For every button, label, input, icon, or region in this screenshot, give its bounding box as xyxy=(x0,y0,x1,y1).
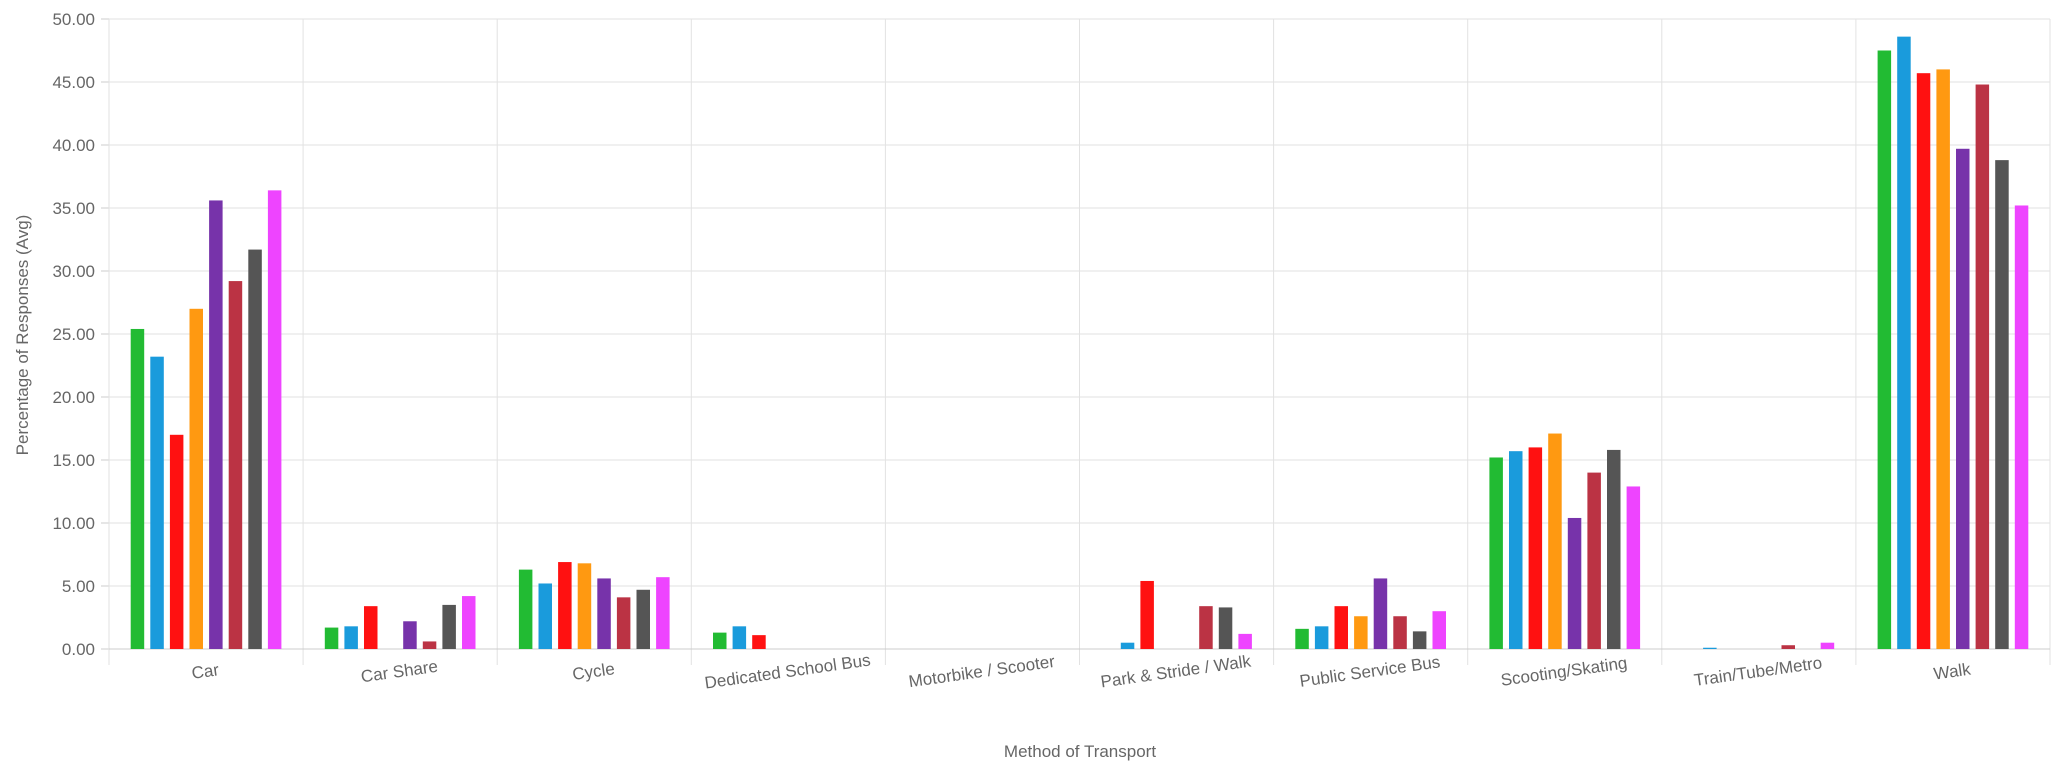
x-tick-label: Car xyxy=(190,660,220,683)
bar[interactable] xyxy=(1140,580,1154,649)
bar[interactable] xyxy=(1877,50,1892,650)
y-tick-label: 0.00 xyxy=(62,640,95,659)
bar[interactable] xyxy=(1626,486,1641,649)
x-tick-label: Public Service Bus xyxy=(1298,652,1441,691)
bar[interactable] xyxy=(1238,633,1252,649)
x-tick-label: Car Share xyxy=(360,657,439,687)
y-tick-label: 40.00 xyxy=(52,136,95,155)
x-tick-label: Walk xyxy=(1932,659,1972,683)
y-tick-label: 30.00 xyxy=(52,262,95,281)
bar[interactable] xyxy=(1936,69,1950,649)
bar[interactable] xyxy=(1373,578,1388,649)
bar[interactable] xyxy=(209,200,223,649)
bar[interactable] xyxy=(1567,517,1582,649)
bar[interactable] xyxy=(150,356,164,649)
bar[interactable] xyxy=(1607,449,1621,649)
bar[interactable] xyxy=(422,641,437,649)
bar[interactable] xyxy=(1412,631,1427,649)
x-tick-label: Park & Stride / Walk xyxy=(1099,652,1252,692)
x-axis: Car Car Share Cycle Dedicated School Bus Mot… xyxy=(190,651,1972,693)
bar[interactable] xyxy=(656,577,670,649)
bars xyxy=(130,36,2029,650)
x-tick-label: Dedicated School Bus xyxy=(703,651,871,693)
bar[interactable] xyxy=(1314,626,1329,649)
y-tick-label: 5.00 xyxy=(62,577,95,596)
bar[interactable] xyxy=(713,632,727,649)
y-tick-label: 10.00 xyxy=(52,514,95,533)
grid xyxy=(101,18,2051,665)
bar[interactable] xyxy=(1897,36,1911,649)
bar[interactable] xyxy=(1354,616,1368,649)
bar[interactable] xyxy=(228,281,243,649)
x-tick-label: Scooting/Skating xyxy=(1499,653,1628,690)
bar[interactable] xyxy=(1199,606,1213,649)
bar[interactable] xyxy=(636,589,651,649)
bar[interactable] xyxy=(732,626,747,649)
bar[interactable] xyxy=(577,563,592,649)
bar[interactable] xyxy=(248,249,262,649)
bar[interactable] xyxy=(1393,616,1407,649)
x-axis-title: Method of Transport xyxy=(1004,742,1156,761)
x-tick-label: Train/Tube/Metro xyxy=(1693,653,1824,690)
bar[interactable] xyxy=(1703,647,1717,649)
y-tick-label: 35.00 xyxy=(52,199,95,218)
bar[interactable] xyxy=(403,621,417,649)
bar[interactable] xyxy=(1548,433,1562,649)
bar[interactable] xyxy=(462,596,476,649)
bar[interactable] xyxy=(1916,73,1931,650)
bar[interactable] xyxy=(324,627,339,649)
bar[interactable] xyxy=(1120,642,1135,649)
y-axis: 0.00 5.00 10.00 15.00 20.00 25.00 30.00 35.00 40… xyxy=(52,10,95,659)
bar[interactable] xyxy=(518,569,533,649)
bar[interactable] xyxy=(1995,160,2009,649)
y-tick-label: 25.00 xyxy=(52,325,95,344)
bar[interactable] xyxy=(1334,606,1349,649)
bar[interactable] xyxy=(2014,205,2029,650)
bar[interactable] xyxy=(538,583,553,649)
bar[interactable] xyxy=(1975,84,1990,649)
bar[interactable] xyxy=(1528,447,1543,649)
bar[interactable] xyxy=(169,434,184,649)
bar[interactable] xyxy=(1587,472,1601,649)
bar[interactable] xyxy=(1432,611,1447,649)
bar[interactable] xyxy=(1218,607,1233,649)
bar[interactable] xyxy=(1295,628,1309,649)
bar[interactable] xyxy=(616,597,631,649)
x-tick-label: Cycle xyxy=(571,659,616,684)
bar[interactable] xyxy=(130,328,145,649)
x-tick-label: Motorbike / Scooter xyxy=(907,652,1056,691)
y-tick-label: 45.00 xyxy=(52,73,95,92)
bar[interactable] xyxy=(344,626,358,649)
y-tick-label: 20.00 xyxy=(52,388,95,407)
bar[interactable] xyxy=(1509,451,1523,649)
bar[interactable] xyxy=(1956,148,1970,649)
bar[interactable] xyxy=(1820,642,1835,649)
bar[interactable] xyxy=(1489,457,1503,649)
bar[interactable] xyxy=(1781,645,1796,649)
y-tick-label: 50.00 xyxy=(52,10,95,29)
bar[interactable] xyxy=(364,606,378,649)
y-axis-title: Percentage of Responses (Avg) xyxy=(13,215,32,456)
bar[interactable] xyxy=(558,562,572,649)
bar[interactable] xyxy=(597,578,611,649)
y-tick-label: 15.00 xyxy=(52,451,95,470)
bar[interactable] xyxy=(189,308,204,649)
bar[interactable] xyxy=(267,190,282,650)
bar[interactable] xyxy=(442,604,456,649)
bar[interactable] xyxy=(752,635,766,649)
